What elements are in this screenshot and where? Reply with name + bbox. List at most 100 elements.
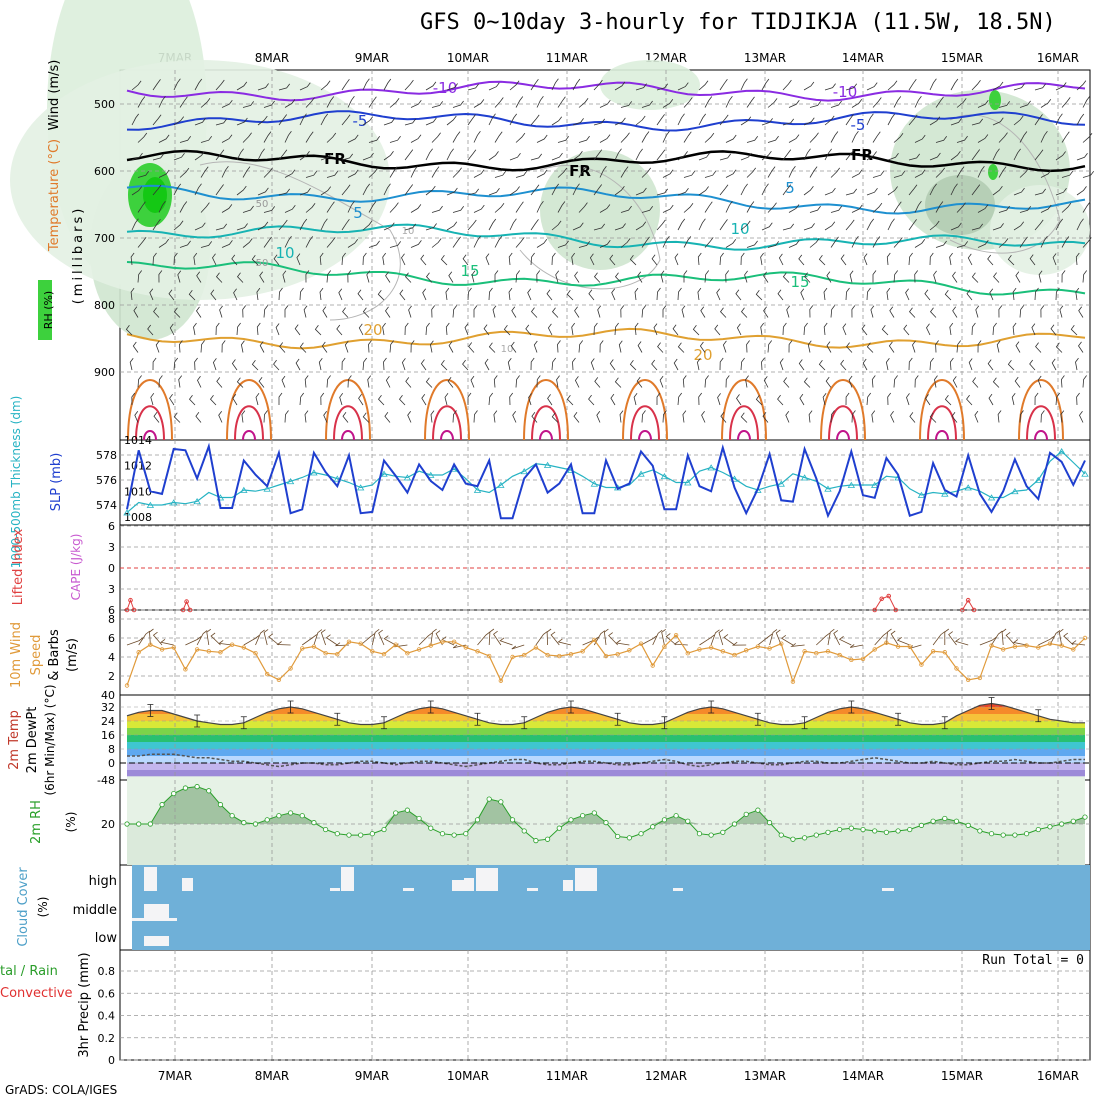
wind-barb	[194, 222, 206, 231]
wind-barb	[551, 183, 560, 196]
wind-barb	[251, 360, 259, 371]
wind-barb	[152, 114, 162, 126]
wind-speed-marker	[416, 647, 422, 652]
wind-barb	[1076, 153, 1088, 161]
wind-barb	[221, 166, 229, 178]
wind-speed-marker	[755, 644, 761, 649]
wind-barb	[736, 323, 742, 336]
wind-barb	[533, 340, 538, 353]
isotherm-label: -10	[433, 79, 458, 97]
lifted-index-line	[126, 598, 135, 611]
wind-speed-marker	[370, 649, 375, 654]
wind-barb	[993, 272, 1000, 283]
wind-barb	[263, 131, 272, 143]
wind-barb	[278, 149, 288, 161]
wind-barb	[996, 340, 1001, 353]
date-label-top: 15MAR	[941, 51, 983, 65]
wind-barb	[236, 185, 247, 196]
wind-barb	[725, 96, 733, 108]
wind-barb	[935, 136, 948, 143]
wind-barb	[830, 131, 839, 143]
wind-barb	[299, 82, 311, 91]
wind-speed-marker	[767, 646, 772, 651]
thickness-marker	[941, 490, 949, 497]
wind-barb-10m	[313, 629, 323, 646]
wind-barb	[509, 80, 520, 91]
wind-barb	[347, 201, 355, 213]
wind-barb	[872, 202, 883, 213]
wind-barb	[934, 375, 938, 388]
wind-barb	[150, 393, 155, 406]
wind-barb	[659, 375, 664, 388]
wind-barb	[682, 375, 687, 388]
wind-barb	[362, 220, 373, 231]
wind-barb	[635, 221, 647, 231]
wind-barb	[704, 270, 710, 283]
wind-barb	[341, 252, 346, 266]
wind-barb	[515, 237, 525, 248]
wind-barb	[872, 170, 885, 178]
wind-barb	[294, 324, 301, 336]
wind-barb	[571, 322, 576, 336]
temperature-band	[127, 721, 1085, 728]
temperature-band	[127, 742, 1085, 749]
isotherm-25-lobe	[820, 379, 866, 441]
wind-barb	[849, 270, 854, 283]
wind-barb	[763, 306, 769, 318]
wind-barb	[1082, 170, 1095, 178]
wind-barb	[200, 241, 213, 248]
lifted-index-marker	[128, 597, 133, 603]
wind-barb	[509, 113, 518, 126]
wind-speed-marker	[288, 666, 293, 671]
y-tick-label: 800	[94, 299, 115, 312]
wind-barb	[158, 201, 166, 213]
y-tick-label: 20	[101, 818, 115, 831]
isotherm-label: -10	[833, 83, 858, 101]
rh-marker	[369, 831, 375, 837]
wind-speed-marker	[428, 643, 433, 648]
wind-speed-marker	[557, 653, 562, 659]
wind-barb	[137, 96, 146, 108]
rh-marker	[124, 821, 130, 827]
wind-speed-marker	[907, 644, 912, 649]
wind-barb-10m	[325, 634, 338, 646]
wind-barb	[194, 151, 205, 161]
wind-barb-10m	[849, 644, 864, 648]
wind-barb	[1034, 219, 1044, 231]
isotherm-label: 10	[402, 226, 415, 237]
wind-barb-10m	[138, 630, 151, 646]
minmax-bar	[801, 716, 808, 730]
wind-barb	[527, 288, 532, 301]
wind-barb	[347, 96, 355, 108]
wind-barb	[593, 272, 601, 283]
y-tick-label-slp: 1014	[124, 434, 152, 447]
wind-barb	[242, 305, 247, 318]
wind-barb	[259, 341, 265, 353]
run-total-label: Run Total = 0	[982, 953, 1084, 968]
wind-barb	[890, 411, 895, 423]
wind-barb	[572, 118, 584, 126]
wind-barb-10m	[615, 639, 630, 646]
wind-barb	[755, 290, 763, 301]
temperature-band	[127, 770, 1085, 777]
lifted-index-marker	[879, 596, 885, 602]
wind-barb-10m	[603, 628, 609, 646]
wind-barb-10m	[608, 632, 618, 646]
rh-marker	[813, 832, 819, 838]
wind-barb	[410, 166, 418, 178]
wind-barb	[788, 100, 800, 108]
wind-barb	[572, 151, 583, 161]
wind-barb	[818, 360, 826, 371]
wind-barb	[977, 134, 989, 143]
y-axis-label-cloud: Cloud Cover	[16, 867, 31, 947]
wind-barb	[992, 223, 1004, 231]
wind-barb	[998, 132, 1008, 143]
wind-barb	[425, 185, 436, 196]
y-tick-label: 4	[108, 651, 115, 664]
wind-barb	[905, 288, 910, 301]
wind-barb	[677, 113, 685, 126]
wind-barb	[321, 341, 328, 353]
wind-barb	[842, 323, 847, 336]
wind-barb	[278, 219, 288, 231]
